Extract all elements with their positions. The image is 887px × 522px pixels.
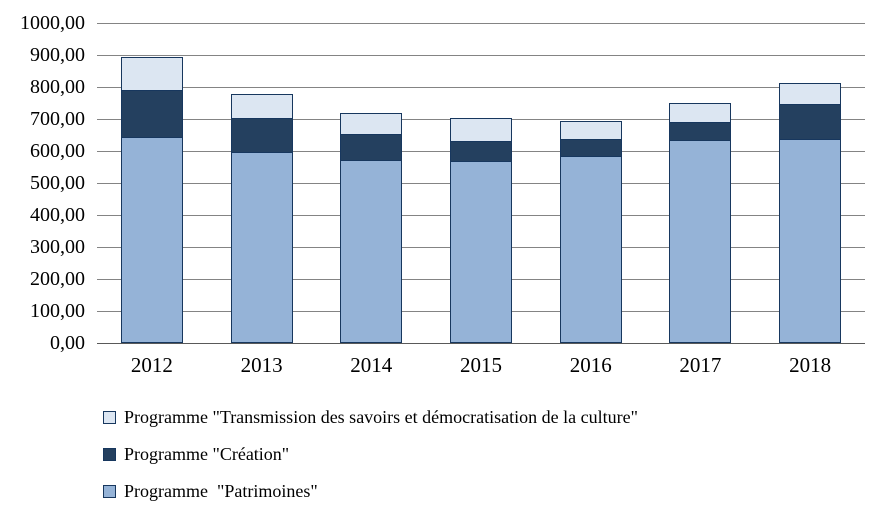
bar-segment-transmission [450, 117, 512, 143]
bar-segment-transmission [340, 112, 403, 136]
bar-segment-transmission [559, 121, 622, 140]
bar-segment-creation [559, 138, 622, 158]
bar-segment-patrimoines [340, 159, 403, 343]
legend-item: Programme "Patrimoines" [103, 479, 638, 503]
x-axis-category-label: 2013 [240, 353, 283, 377]
legend-swatch-icon [103, 447, 116, 461]
legend-item: Programme "Création" [103, 442, 638, 466]
legend-swatch-icon [103, 410, 116, 424]
x-axis-category-label: 2018 [789, 353, 832, 377]
y-axis-tick-label: 500,00 [30, 172, 85, 194]
y-axis-tick-label: 800,00 [30, 76, 85, 98]
plot-area [97, 23, 865, 344]
bar-segment-transmission [779, 83, 842, 105]
y-axis-tick-label: 700,00 [30, 108, 85, 130]
y-axis-labels: 0,00 100,00 200,00 300,00 400,00 500,00 600,00… [0, 13, 85, 353]
bar-segment-patrimoines [450, 160, 512, 343]
y-axis-tick-label: 100,00 [30, 300, 85, 322]
bar-segment-creation [230, 118, 293, 153]
bar-segment-creation [120, 89, 183, 138]
y-axis-tick-label: 0,00 [50, 332, 85, 354]
legend-item: Programme "Transmission des savoirs et d… [103, 405, 638, 429]
gridline [97, 87, 865, 88]
x-axis-labels: 2012 2013 2014 2015 2016 2017 2018 [97, 355, 865, 385]
y-axis-tick-label: 300,00 [30, 236, 85, 258]
bar-segment-creation [450, 141, 512, 162]
gridline [97, 23, 865, 24]
bar-segment-creation [669, 121, 732, 141]
legend-label: Programme "Transmission des savoirs et d… [124, 407, 638, 427]
bar-segment-patrimoines [230, 151, 293, 343]
legend-label: Programme "Patrimoines" [124, 481, 318, 501]
bar-segment-transmission [669, 103, 732, 123]
bar-segment-patrimoines [669, 139, 732, 343]
y-axis-tick-label: 200,00 [30, 268, 85, 290]
x-axis-category-label: 2016 [569, 353, 612, 377]
x-axis-category-label: 2014 [350, 353, 393, 377]
y-axis-tick-label: 1000,00 [20, 12, 85, 34]
x-axis-category-label: 2015 [460, 353, 502, 377]
y-axis-tick-label: 600,00 [30, 140, 85, 162]
x-axis-category-label: 2012 [130, 353, 173, 377]
legend-swatch-icon [103, 484, 116, 498]
legend-label: Programme "Création" [124, 444, 290, 464]
bar-segment-patrimoines [120, 136, 183, 343]
bar-segment-transmission [120, 56, 183, 91]
x-axis-category-label: 2017 [679, 353, 722, 377]
bar-segment-transmission [230, 94, 293, 120]
legend: Programme "Transmission des savoirs et d… [103, 405, 638, 503]
bar-segment-patrimoines [559, 156, 622, 343]
bar-segment-patrimoines [779, 138, 842, 343]
y-axis-tick-label: 400,00 [30, 204, 85, 226]
gridline [97, 55, 865, 56]
y-axis-tick-label: 900,00 [30, 44, 85, 66]
bar-segment-creation [340, 134, 403, 161]
bar-segment-creation [779, 103, 842, 140]
